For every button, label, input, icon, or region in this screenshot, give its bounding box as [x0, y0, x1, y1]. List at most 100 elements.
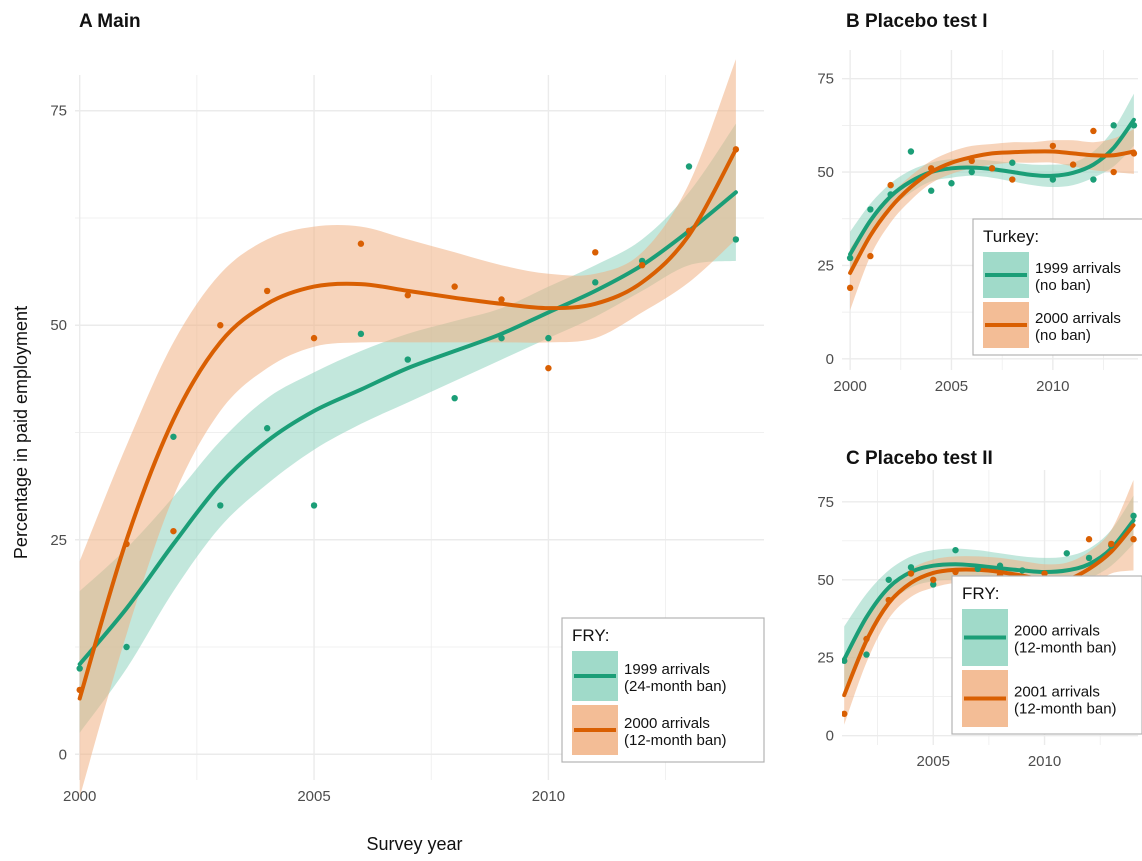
- data-point-green: [404, 356, 411, 363]
- data-point-orange: [867, 252, 874, 260]
- data-point-orange: [685, 227, 693, 235]
- fit-line-green: [842, 518, 1136, 662]
- data-point-green: [974, 565, 981, 573]
- fit-line-orange: [77, 147, 738, 701]
- y-tick-label: 50: [50, 317, 67, 334]
- y-tick-label: 0: [826, 728, 834, 745]
- data-point-orange: [887, 181, 894, 189]
- data-point-orange: [404, 292, 411, 299]
- data-point-orange: [263, 287, 271, 295]
- x-tick-label: 2005: [935, 378, 968, 395]
- confidence-band-orange: [844, 480, 1134, 725]
- data-point-orange: [988, 165, 996, 172]
- data-point-orange: [451, 283, 458, 290]
- y-tick-label: 50: [817, 164, 834, 181]
- data-point-orange: [1090, 127, 1097, 135]
- data-point-orange: [1130, 150, 1138, 157]
- data-point-orange: [846, 284, 854, 292]
- data-point-green: [592, 279, 599, 286]
- y-tick-label: 0: [59, 746, 67, 763]
- x-tick-label: 2000: [833, 378, 866, 395]
- data-point-orange: [842, 710, 848, 718]
- data-point-orange: [1110, 168, 1117, 176]
- panel-title: C Placebo test II: [846, 448, 993, 469]
- data-point-green: [217, 502, 224, 509]
- legend-label-line1: 2000 arrivals: [1035, 310, 1121, 327]
- data-point-green: [1019, 567, 1026, 574]
- data-point-green: [968, 168, 975, 176]
- data-point-green: [170, 433, 177, 440]
- data-point-green: [1130, 122, 1138, 129]
- y-tick-label: 75: [817, 71, 834, 88]
- panel-title: B Placebo test I: [846, 11, 988, 32]
- legend-label-line1: 1999 arrivals: [1035, 260, 1121, 277]
- data-point-green: [928, 187, 935, 194]
- y-tick-label: 25: [817, 257, 834, 274]
- data-point-orange: [907, 570, 915, 577]
- fit-line-green: [77, 190, 738, 667]
- legend-label-line2: (12-month ban): [624, 732, 727, 749]
- data-point-green: [123, 643, 130, 651]
- data-point-green: [310, 502, 318, 509]
- legend-title: Turkey:: [983, 227, 1039, 246]
- data-point-green: [1085, 554, 1093, 562]
- x-tick-label: 2005: [297, 788, 330, 805]
- x-tick-label: 2000: [63, 788, 96, 805]
- legend-label-line1: 2001 arrivals: [1014, 684, 1100, 701]
- data-point-green: [930, 581, 937, 588]
- data-point-green: [907, 148, 915, 155]
- data-point-green: [842, 657, 848, 665]
- data-point-orange: [498, 296, 505, 303]
- data-point-green: [732, 236, 740, 243]
- data-point-green: [846, 254, 854, 262]
- legend: FRY: 1999 arrivals(24-month ban) 2000 arri…: [561, 617, 765, 763]
- data-point-orange: [217, 322, 224, 329]
- data-point-green: [1063, 550, 1070, 557]
- y-tick-label: 25: [50, 532, 67, 549]
- panel-title: A Main: [79, 11, 141, 32]
- x-axis-label: Survey year: [366, 834, 462, 854]
- data-point-orange: [863, 635, 870, 643]
- data-point-green: [545, 334, 552, 342]
- data-point-green: [948, 180, 955, 187]
- data-point-green: [887, 191, 894, 198]
- legend-title: FRY:: [572, 626, 609, 645]
- data-point-green: [867, 206, 874, 213]
- x-tick-label: 2010: [1028, 753, 1061, 770]
- data-point-orange: [638, 261, 646, 269]
- data-point-orange: [1041, 570, 1048, 577]
- data-point-green: [357, 330, 365, 338]
- data-point-green: [498, 334, 505, 342]
- legend: Turkey: 1999 arrivals (no ban)2000 arrival…: [972, 218, 1142, 356]
- data-point-green: [907, 564, 915, 571]
- data-point-orange: [1069, 161, 1077, 168]
- data-point-orange: [545, 364, 552, 372]
- panel-placebo1: 0 25 50 75 2000 2005 2010 B Placebo test I Turke…: [817, 11, 1142, 395]
- data-point-green: [1009, 159, 1016, 166]
- data-point-orange: [1049, 142, 1057, 150]
- data-point-green: [1130, 512, 1137, 520]
- legend-title: FRY:: [962, 584, 999, 603]
- data-point-orange: [968, 157, 975, 165]
- y-tick-label: 75: [50, 103, 67, 120]
- data-point-orange: [123, 540, 130, 548]
- data-point-orange: [952, 568, 959, 576]
- legend-label-line1: 2000 arrivals: [624, 715, 710, 732]
- data-point-orange: [76, 686, 83, 694]
- data-point-green: [1110, 122, 1117, 129]
- legend-label-line2: (no ban): [1035, 327, 1091, 344]
- data-point-orange: [592, 249, 599, 256]
- y-tick-label: 75: [817, 494, 834, 511]
- x-tick-label: 2005: [917, 753, 950, 770]
- data-point-green: [885, 576, 892, 583]
- data-point-orange: [885, 596, 892, 604]
- data-point-green: [263, 425, 271, 432]
- y-tick-label: 0: [826, 351, 834, 368]
- data-point-orange: [1009, 176, 1016, 183]
- panel-placebo2: 0 25 50 75 2005 2010 C Placebo test II FRY: 2000…: [817, 448, 1142, 770]
- y-axis-label: Percentage in paid employment: [11, 306, 31, 559]
- legend-label-line1: 1999 arrivals: [624, 661, 710, 678]
- data-point-green: [685, 163, 693, 170]
